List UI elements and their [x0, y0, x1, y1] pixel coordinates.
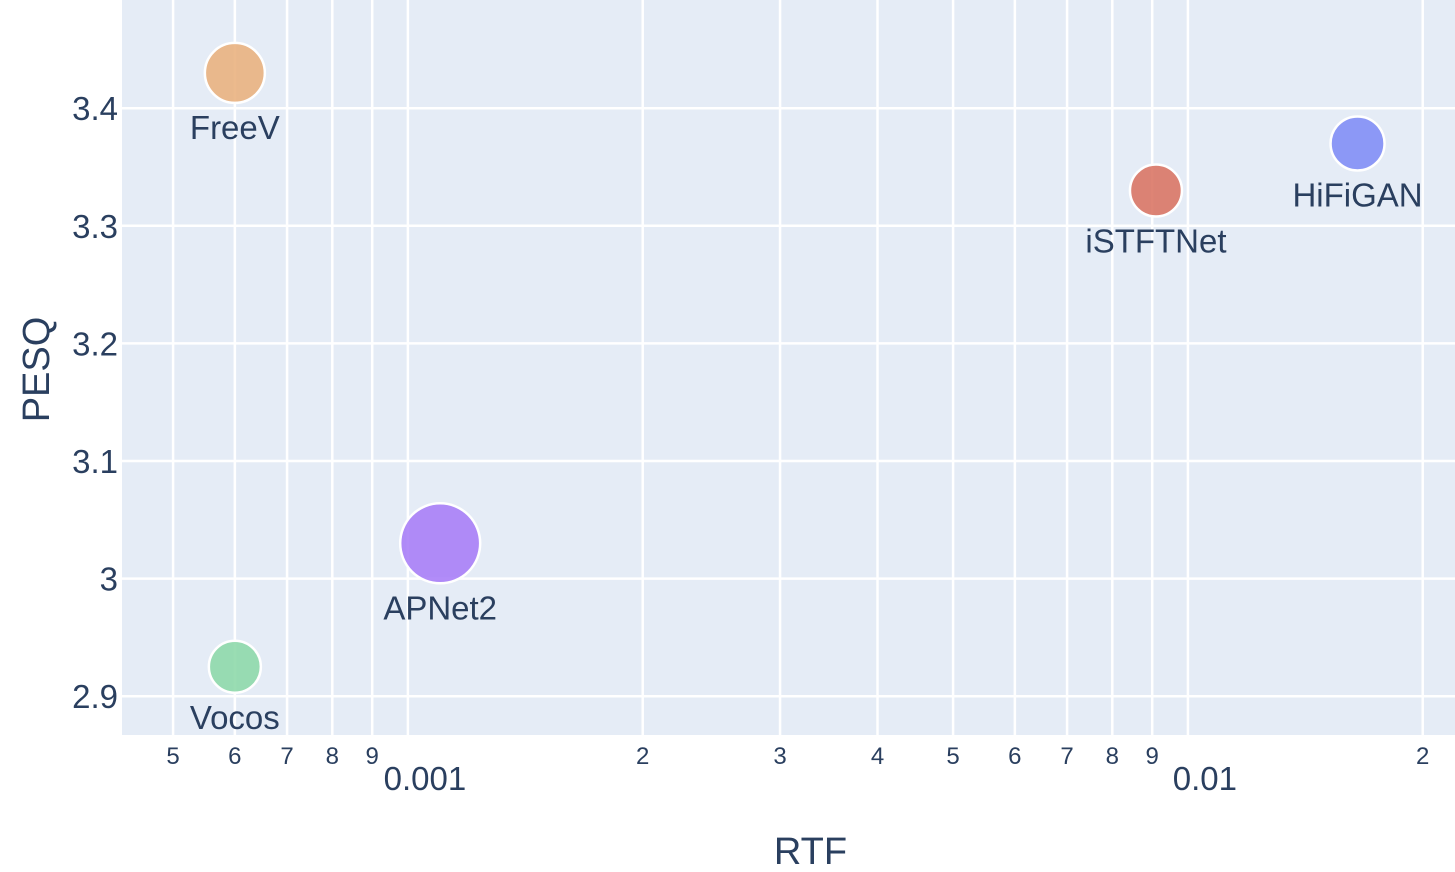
y-tick-label: 3.1: [72, 443, 118, 480]
x-minor-tick-label: 9: [366, 743, 379, 770]
bubble-istftnet: [1128, 163, 1184, 218]
x-minor-tick-label: 6: [1008, 743, 1021, 770]
bubble-label-apnet2: APNet2: [383, 589, 497, 626]
x-minor-tick-label: 4: [871, 743, 884, 770]
y-tick-label: 3: [100, 561, 118, 598]
x-minor-tick-label: 7: [280, 743, 293, 770]
y-tick-label: 3.4: [72, 90, 118, 127]
x-major-tick-label: 0.01: [1173, 760, 1237, 797]
y-tick-label: 3.2: [72, 325, 118, 362]
bubble-label-istftnet: iSTFTNet: [1085, 223, 1226, 260]
bubble-hifigan: [1329, 115, 1386, 172]
x-minor-tick-label: 2: [1416, 743, 1429, 770]
bubble-label-vocos: Vocos: [190, 699, 280, 736]
y-axis-title: PESQ: [16, 317, 58, 423]
x-axis-ticks: 5 6 7 8 9 2 3 4 5 6 7 8 9 20.001 0.01: [166, 743, 1429, 797]
x-minor-tick-label: 7: [1060, 743, 1073, 770]
bubble-label-hifigan: HiFiGAN: [1292, 176, 1422, 213]
y-tick-label: 3.3: [72, 208, 118, 245]
x-minor-tick-label: 3: [773, 743, 786, 770]
grid-lines: [122, 0, 1455, 735]
x-minor-tick-label: 2: [636, 743, 649, 770]
bubble-freev: [203, 41, 267, 105]
x-minor-tick-label: 5: [166, 743, 179, 770]
bubble-label-freev: FreeV: [190, 109, 280, 146]
bubble-vocos: [207, 639, 263, 695]
x-minor-tick-label: 8: [1106, 743, 1119, 770]
x-minor-tick-label: 8: [326, 743, 339, 770]
data-points: [203, 41, 1386, 695]
x-minor-tick-label: 5: [946, 743, 959, 770]
x-major-tick-label: 0.001: [384, 760, 467, 797]
x-minor-tick-label: 6: [228, 743, 241, 770]
x-minor-tick-label: 9: [1146, 743, 1159, 770]
x-axis-title: RTF: [774, 831, 847, 872]
y-axis-ticks: 2.9 3 3.1 3.2 3.3 3.4: [72, 90, 118, 715]
point-labels: FreeV Vocos APNet2 iSTFTNet HiFiGAN: [190, 109, 1423, 736]
plot-area: [122, 0, 1455, 735]
y-tick-label: 2.9: [72, 678, 118, 715]
bubble-apnet2: [398, 502, 482, 585]
